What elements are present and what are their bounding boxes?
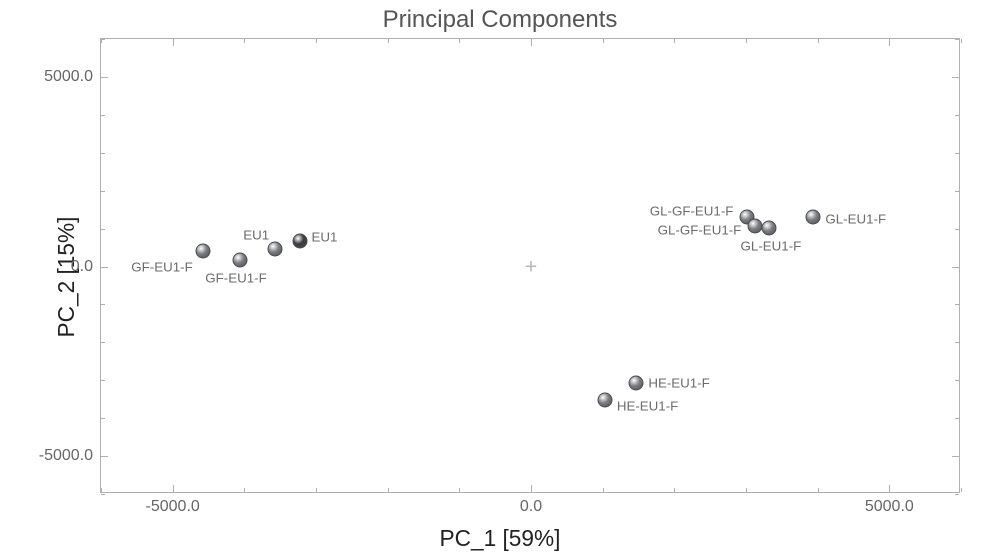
origin-cross-icon: +	[525, 256, 537, 277]
data-point-label: GL-EU1-F	[741, 238, 802, 253]
data-point	[597, 392, 612, 407]
y-tick	[101, 380, 105, 381]
y-tick	[101, 39, 105, 40]
y-tick	[955, 115, 959, 116]
x-tick-label: 5000.0	[865, 498, 914, 516]
x-tick	[674, 39, 675, 43]
y-tick-label: 0.0	[71, 258, 93, 276]
x-axis-label: PC_1 [59%]	[0, 525, 1000, 552]
y-tick	[955, 418, 959, 419]
y-tick	[101, 267, 108, 268]
x-tick-label: -5000.0	[146, 498, 200, 516]
y-tick	[955, 342, 959, 343]
x-tick	[889, 485, 890, 492]
y-tick	[101, 456, 108, 457]
y-axis-label-text: PC_2 [15%]	[53, 217, 79, 338]
x-tick	[961, 488, 962, 492]
x-tick	[316, 488, 317, 492]
y-tick	[955, 191, 959, 192]
x-tick	[674, 488, 675, 492]
x-tick	[388, 488, 389, 492]
data-point-label: EU1	[243, 228, 269, 243]
y-tick	[955, 229, 959, 230]
y-tick	[955, 39, 959, 40]
chart-title-text: Principal Components	[383, 6, 618, 33]
x-tick	[316, 39, 317, 43]
x-tick	[101, 488, 102, 492]
x-tick	[531, 39, 532, 46]
x-tick	[603, 39, 604, 43]
x-tick	[244, 488, 245, 492]
x-axis-label-text: PC_1 [59%]	[440, 525, 561, 551]
y-axis-label: PC_2 [15%]	[53, 217, 80, 338]
y-tick	[952, 77, 959, 78]
x-tick	[388, 39, 389, 43]
x-tick	[244, 39, 245, 43]
x-tick	[459, 39, 460, 43]
y-tick	[101, 153, 105, 154]
x-tick	[603, 488, 604, 492]
data-point-label: GL-GF-EU1-F	[650, 203, 734, 218]
x-tick-label: 0.0	[520, 498, 542, 516]
y-tick-label: 5000.0	[44, 68, 93, 86]
data-point	[806, 210, 821, 225]
x-tick	[746, 488, 747, 492]
y-tick	[955, 304, 959, 305]
chart-title: Principal Components	[0, 6, 1000, 34]
y-tick	[955, 380, 959, 381]
plot-area: -5000.00.05000.0-5000.00.05000.0+GF-EU1-…	[100, 38, 960, 493]
x-tick	[173, 485, 174, 492]
data-point-label: HE-EU1-F	[648, 375, 709, 390]
y-tick	[101, 342, 105, 343]
y-tick-label: -5000.0	[39, 447, 93, 465]
y-tick	[101, 304, 105, 305]
y-tick	[101, 77, 108, 78]
x-tick	[531, 485, 532, 492]
y-tick	[952, 456, 959, 457]
y-tick	[101, 229, 105, 230]
x-tick	[459, 488, 460, 492]
data-point-label: GL-GF-EU1-F	[658, 223, 742, 238]
data-point	[629, 375, 644, 390]
x-tick	[818, 39, 819, 43]
x-tick	[746, 39, 747, 43]
x-tick	[889, 39, 890, 46]
data-point-label: EU1	[312, 229, 338, 244]
pca-figure: Principal Components PC_2 [15%] PC_1 [59…	[0, 0, 1000, 554]
data-point	[292, 233, 307, 248]
y-tick	[955, 153, 959, 154]
x-tick	[818, 488, 819, 492]
y-tick	[101, 494, 105, 495]
data-point	[233, 253, 248, 268]
y-tick	[952, 267, 959, 268]
y-tick	[955, 494, 959, 495]
data-point	[268, 242, 283, 257]
data-point-label: GF-EU1-F	[205, 271, 266, 286]
y-tick	[101, 115, 105, 116]
x-tick	[173, 39, 174, 46]
data-point	[195, 243, 210, 258]
data-point-label: HE-EU1-F	[617, 398, 678, 413]
x-tick	[961, 39, 962, 43]
y-tick	[101, 418, 105, 419]
y-tick	[101, 191, 105, 192]
data-point	[761, 220, 776, 235]
data-point-label: GL-EU1-F	[825, 212, 886, 227]
data-point-label: GF-EU1-F	[131, 259, 192, 274]
